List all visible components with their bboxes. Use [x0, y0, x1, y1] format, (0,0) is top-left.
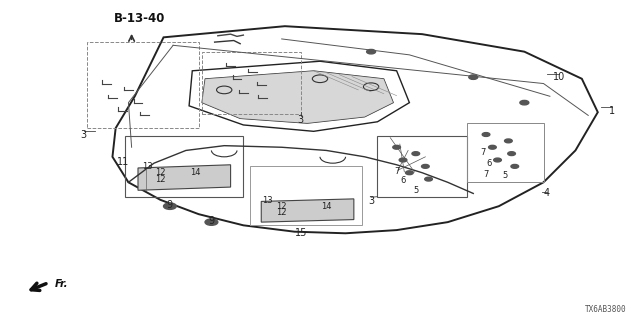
Polygon shape [261, 199, 354, 222]
Bar [125, 136, 243, 197]
Text: 14: 14 [321, 202, 332, 211]
Circle shape [406, 171, 413, 175]
Bar [87, 42, 198, 128]
Circle shape [488, 145, 496, 149]
Text: 12: 12 [276, 208, 287, 217]
Circle shape [482, 132, 490, 136]
Text: 7: 7 [394, 167, 399, 176]
Text: 13: 13 [142, 162, 153, 171]
Text: 3: 3 [298, 115, 304, 125]
Text: 9: 9 [209, 216, 214, 226]
Circle shape [425, 177, 433, 181]
Text: 15: 15 [294, 228, 307, 238]
Text: 5: 5 [502, 172, 508, 180]
Text: 7: 7 [483, 170, 489, 179]
Text: Fr.: Fr. [55, 279, 68, 289]
Circle shape [367, 50, 376, 54]
Polygon shape [202, 71, 394, 123]
Text: 11: 11 [117, 156, 129, 167]
Text: 6: 6 [486, 159, 492, 168]
Text: 10: 10 [554, 72, 566, 82]
Text: 12: 12 [276, 202, 287, 211]
Circle shape [468, 75, 477, 79]
Polygon shape [138, 165, 230, 190]
Text: 12: 12 [155, 168, 166, 177]
Circle shape [422, 164, 429, 168]
Circle shape [511, 164, 518, 168]
Text: 4: 4 [543, 188, 550, 198]
Circle shape [205, 219, 218, 225]
Circle shape [164, 203, 176, 209]
Text: 6: 6 [401, 176, 406, 185]
Circle shape [508, 152, 515, 156]
Circle shape [493, 158, 501, 162]
Circle shape [412, 152, 420, 156]
Bar [467, 123, 543, 182]
Text: 9: 9 [167, 200, 173, 210]
Circle shape [504, 139, 512, 143]
Text: 7: 7 [480, 148, 486, 156]
Circle shape [520, 100, 529, 105]
Text: 12: 12 [155, 175, 166, 184]
Bar [202, 52, 301, 114]
Circle shape [393, 145, 401, 149]
Bar [250, 166, 362, 225]
Text: 3: 3 [81, 130, 87, 140]
Circle shape [399, 158, 407, 162]
Bar [378, 136, 467, 197]
Text: 3: 3 [368, 196, 374, 206]
Text: 5: 5 [413, 186, 419, 195]
Text: B-13-40: B-13-40 [114, 12, 166, 25]
Text: 13: 13 [262, 196, 273, 205]
Text: TX6AB3800: TX6AB3800 [585, 305, 627, 314]
Text: 1: 1 [609, 106, 616, 116]
Text: 14: 14 [190, 168, 201, 177]
